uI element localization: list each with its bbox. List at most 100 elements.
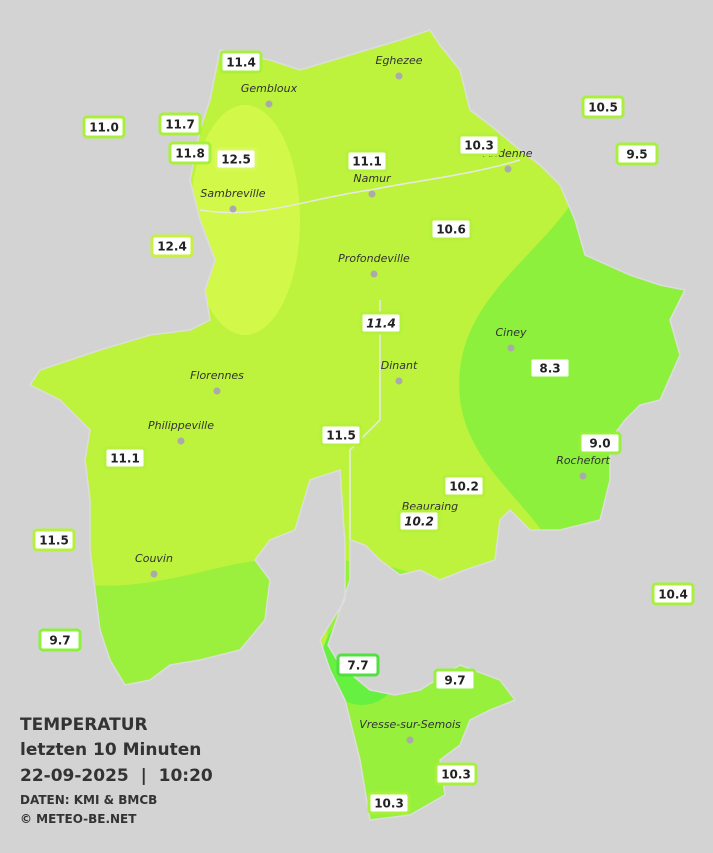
station-box [581,95,625,119]
station: 11.4 [219,50,263,74]
station-value: 12.4 [157,240,187,254]
station-box [158,112,202,136]
city-dot [395,72,403,80]
station: 7.7 [336,653,380,677]
city-label: Couvin [135,552,173,565]
station: 9.5 [615,142,659,166]
city-dot [507,344,515,352]
station: 10.3 [367,791,411,815]
station-value: 10.6 [436,223,466,237]
city-dot [213,387,221,395]
city-dot [579,472,587,480]
city-label: Namur [353,172,392,185]
city-dot [368,190,376,198]
city-label: Sambreville [200,187,265,200]
city-label: Ciney [496,326,527,339]
station: 11.5 [32,528,76,552]
city-label: Rochefort [556,454,610,467]
city-dot [229,205,237,213]
city-label: Dinant [381,359,418,372]
station: 9.7 [38,628,82,652]
station: 10.2 [442,474,486,498]
station-box [442,474,486,498]
city-dot [406,736,414,744]
station-box [38,628,82,652]
station-value: 11.5 [326,429,356,443]
station-value: 11.1 [352,155,382,169]
station-value: 11.0 [89,121,119,135]
map-title: TEMPERATUR [20,715,148,735]
station-value: 10.3 [374,797,404,811]
map-period: letzten 10 Minuten [20,740,201,760]
station-value: 11.4 [366,317,396,331]
city-label: Eghezee [376,54,423,67]
city-dot [370,270,378,278]
map-datetime: 22-09-2025 | 10:20 [20,766,213,786]
station-value: 9.7 [444,674,465,688]
station-value: 10.5 [588,101,618,115]
station: 11.4 [359,311,403,335]
city-dot [265,100,273,108]
station: 10.3 [457,133,501,157]
station-value: 11.8 [175,147,205,161]
station: 11.8 [168,141,212,165]
city-label: Vresse-sur-Semois [359,718,461,731]
station-box [336,653,380,677]
station-value: 12.5 [221,153,251,167]
station-box [578,431,622,455]
station-box [214,147,258,171]
city-label: Philippeville [148,419,214,432]
station-value: 10.3 [464,139,494,153]
station-box [651,582,695,606]
station-box [397,509,441,533]
station: 11.1 [103,446,147,470]
station-value: 7.7 [347,659,368,673]
station-value: 10.3 [441,768,471,782]
station-value: 11.1 [110,452,140,466]
station-value: 9.5 [626,148,647,162]
station-value: 11.5 [39,534,69,548]
station-value: 10.2 [449,480,479,494]
station-value: 11.7 [165,118,195,132]
city-dot [150,570,158,578]
station: 8.3 [528,356,572,380]
map-copyright: © METEO-BE.NET [20,812,137,826]
station: 10.4 [651,582,695,606]
station-value: 10.2 [404,515,434,529]
station-value: 8.3 [539,362,560,376]
station: 11.1 [345,149,389,173]
station-box [359,311,403,335]
station-box [103,446,147,470]
station-box [615,142,659,166]
station-box [82,115,126,139]
station: 11.5 [319,423,363,447]
station-box [367,791,411,815]
city-dot [395,377,403,385]
station: 11.7 [158,112,202,136]
station-box [434,762,478,786]
station-value: 9.0 [589,437,610,451]
map-source: DATEN: KMI & BMCB [20,793,157,807]
station-box [150,234,194,258]
city-dot [177,437,185,445]
station-value: 11.4 [226,56,256,70]
city-label: Profondeville [338,252,410,265]
station-box [319,423,363,447]
station: 9.7 [433,668,477,692]
station-value: 9.7 [49,634,70,648]
station-box [32,528,76,552]
station: 11.0 [82,115,126,139]
station: 10.6 [429,217,473,241]
station: 12.4 [150,234,194,258]
station-value: 10.4 [658,588,688,602]
station: 10.2 [397,509,441,533]
station-box [219,50,263,74]
city-label: Florennes [190,369,244,382]
city-dot [504,165,512,173]
station-box [429,217,473,241]
station-box [433,668,477,692]
station-box [457,133,501,157]
station: 10.5 [581,95,625,119]
station: 10.3 [434,762,478,786]
